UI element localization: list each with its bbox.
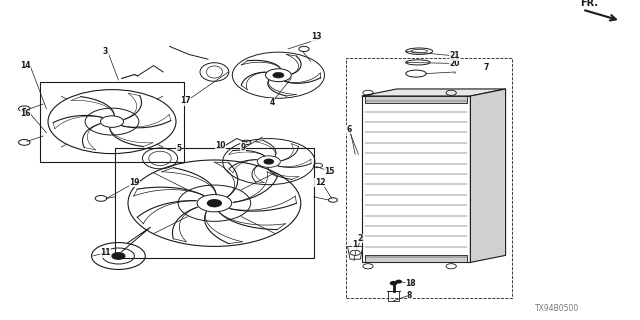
Text: 15: 15 [324, 167, 335, 176]
Text: 17: 17 [180, 96, 191, 105]
Text: 8: 8 [407, 292, 412, 300]
Polygon shape [362, 89, 506, 96]
Text: 12: 12 [315, 178, 325, 187]
Text: 13: 13 [312, 32, 322, 41]
Text: 4: 4 [269, 98, 275, 107]
Circle shape [396, 280, 401, 283]
Text: 19: 19 [129, 178, 140, 187]
Text: 6: 6 [346, 125, 351, 134]
Text: 7: 7 [484, 63, 489, 72]
Bar [346, 58, 512, 298]
Bar [388, 291, 399, 301]
Circle shape [273, 72, 284, 78]
Text: 21: 21 [449, 52, 460, 60]
Circle shape [390, 282, 397, 285]
Circle shape [112, 253, 125, 259]
Bar [365, 96, 467, 103]
Text: 10: 10 [216, 141, 226, 150]
Text: 9: 9 [241, 143, 246, 152]
Circle shape [264, 159, 273, 164]
Text: 18: 18 [406, 279, 416, 288]
Text: 11: 11 [100, 248, 111, 257]
Circle shape [207, 200, 221, 207]
Bar [365, 255, 467, 262]
Text: 1: 1 [353, 240, 358, 249]
Bar [40, 82, 184, 162]
Text: 3: 3 [103, 47, 108, 56]
Polygon shape [470, 89, 506, 262]
Text: 2: 2 [357, 234, 362, 243]
Bar [115, 148, 314, 258]
Text: 5: 5 [177, 144, 182, 153]
Text: FR.: FR. [580, 0, 598, 8]
Text: 20: 20 [449, 60, 460, 68]
Text: 16: 16 [20, 109, 31, 118]
Text: 14: 14 [20, 61, 31, 70]
Text: TX94B0500: TX94B0500 [534, 304, 579, 313]
